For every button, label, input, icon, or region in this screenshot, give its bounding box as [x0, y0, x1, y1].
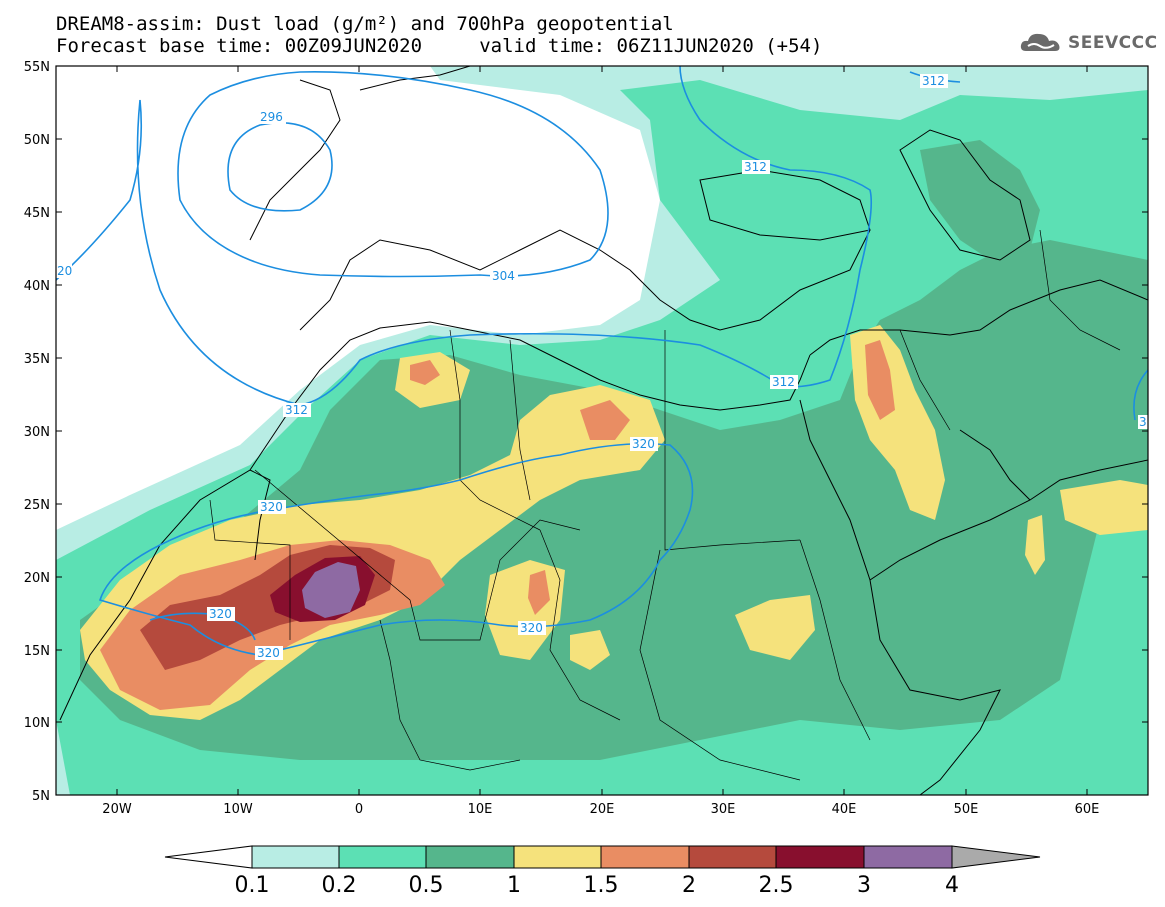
lat-axis [56, 65, 1148, 796]
contour-312 [56, 66, 872, 406]
contour-label: 320 [209, 607, 232, 621]
lat-label: 50N [24, 133, 50, 148]
lat-label: 40N [24, 279, 50, 294]
lon-label: 60E [1075, 802, 1100, 817]
map-title: DREAM8-assim: Dust load (g/m²) and 700hP… [56, 13, 674, 35]
lon-label: 50E [954, 802, 979, 817]
lon-label: 10W [223, 802, 253, 817]
lat-label: 15N [24, 644, 50, 659]
colorbar-bin [338, 845, 427, 869]
dust-field-1-ethiopia [735, 595, 815, 660]
dust-field-1.5-sudan [528, 570, 550, 615]
contour-label: 296 [260, 110, 283, 124]
lon-label: 20E [590, 802, 615, 817]
colorbar-label: 2.5 [759, 873, 794, 898]
lon-axis [116, 66, 1088, 795]
contour-label: 320 [632, 437, 655, 451]
lon-label: 10E [468, 802, 493, 817]
contour-label: 304 [492, 269, 515, 283]
contour-label: 320 [520, 621, 543, 635]
colorbar-label: 0.2 [322, 873, 357, 898]
contour-320-right [1133, 369, 1148, 421]
lon-labels: 20W 10W 0 10E 20E 30E 40E 50E 60E [102, 802, 1099, 817]
lat-label: 20N [24, 571, 50, 586]
contour-label: 312 [744, 160, 767, 174]
colorbar-label: 2 [682, 873, 696, 898]
dust-field-1-oman [1025, 515, 1045, 575]
colorbar-high-arrow [951, 845, 1041, 869]
cloud-icon [1020, 33, 1060, 51]
dust-field-1.5-north [410, 360, 440, 385]
lon-label: 30E [711, 802, 736, 817]
contour-label: 320 [257, 646, 280, 660]
colorbar-bin [688, 845, 777, 869]
colorbar-label: 1.5 [584, 873, 619, 898]
dust-field-3 [302, 562, 360, 618]
lat-labels: 55N 50N 45N 40N 35N 30N 25N 20N 15N 10N … [24, 60, 50, 804]
colorbar-label: 0.5 [409, 873, 444, 898]
dust-field-1.5-iraq [865, 340, 895, 420]
lat-label: 25N [24, 498, 50, 513]
colorbar-bin [513, 845, 602, 869]
colorbar-labels: 0.1 0.2 0.5 1 1.5 2 2.5 3 4 [235, 873, 960, 898]
lat-label: 55N [24, 60, 50, 75]
dust-field-0.5-caspian [920, 140, 1040, 260]
lat-label: 10N [24, 716, 50, 731]
dust-field-1.5-libya [580, 400, 630, 440]
colorbar-label: 1 [507, 873, 521, 898]
colorbar-bin [251, 845, 340, 869]
colorbar [164, 845, 1041, 869]
colorbar-bin [425, 845, 515, 869]
map-plot-area: 296 304 312 312 312 312 320 320 320 320 … [56, 66, 1148, 795]
lon-label: 20W [102, 802, 132, 817]
contour-label: 312 [922, 74, 945, 88]
colorbar-label: 4 [945, 873, 959, 898]
lon-label: 0 [355, 802, 363, 817]
lat-label: 45N [24, 206, 50, 221]
contour-label: 20 [57, 264, 72, 278]
colorbar-bin [863, 845, 953, 869]
contour-304 [177, 71, 609, 278]
colorbar-label: 3 [857, 873, 871, 898]
contour-296 [227, 122, 333, 212]
contour-labels: 296 304 312 312 312 312 320 320 320 320 … [56, 74, 1148, 660]
colorbar-bin [775, 845, 865, 869]
colorbar-label: 0.1 [235, 873, 270, 898]
dust-field-1-chad [570, 630, 610, 670]
dust-field-1-arabia [1060, 480, 1148, 535]
colorbar-low-arrow [164, 845, 253, 869]
lat-label: 5N [32, 789, 50, 804]
contour-label: 312 [285, 403, 308, 417]
contour-label: 3 [1139, 415, 1147, 429]
map-subtitle: Forecast base time: 00Z09JUN2020 valid t… [56, 35, 823, 57]
colorbar-bin [600, 845, 690, 869]
contour-label: 320 [260, 500, 283, 514]
seevccc-logo: SEEVCCC [1018, 28, 1158, 58]
lat-label: 30N [24, 425, 50, 440]
logo-text: SEEVCCC [1068, 33, 1158, 53]
lat-label: 35N [24, 352, 50, 367]
lon-label: 40E [832, 802, 857, 817]
contour-320 [98, 442, 694, 656]
contour-label: 312 [772, 375, 795, 389]
